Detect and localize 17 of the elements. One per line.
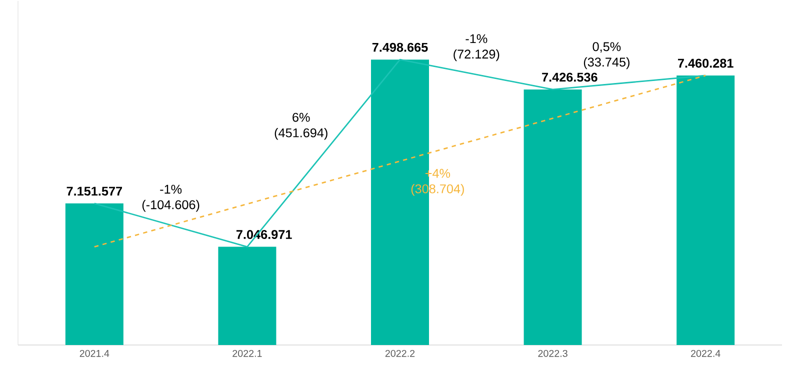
annotation: (-104.606) [142, 200, 200, 212]
data-label: 7.426.536 [542, 72, 598, 82]
x-tick-label: 2022.1 [232, 350, 262, 357]
x-tick-label: 2022.3 [538, 350, 568, 357]
annotation: -1% [160, 184, 182, 194]
data-label: 7.498.665 [372, 42, 428, 52]
data-label: 7.460.281 [678, 58, 734, 68]
annotation: 6% [292, 112, 310, 122]
annotation: -1% [466, 34, 488, 44]
x-tick-label: 2021.4 [80, 350, 110, 357]
annotation: (451.694) [274, 128, 328, 140]
annotation: (72.129) [454, 49, 500, 62]
annotation: (33.745) [584, 57, 630, 70]
x-tick-label: 2022.4 [691, 350, 720, 357]
x-tick-label: 2022.2 [385, 350, 415, 357]
data-label: 7.151.577 [66, 186, 122, 196]
annotation: 0,5% [592, 42, 621, 53]
